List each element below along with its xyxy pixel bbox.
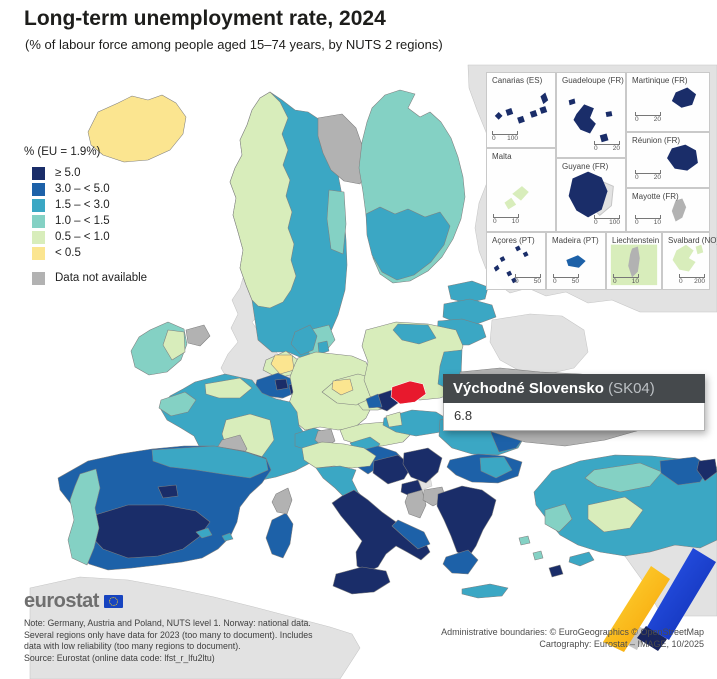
inset-acores[interactable]: Açores (PT) 0 50 <box>486 232 546 290</box>
legend-swatch-no-data <box>32 271 45 285</box>
map-regions-turkey[interactable] <box>533 454 717 567</box>
copyright: Administrative boundaries: © EuroGeograp… <box>441 627 704 650</box>
inset-reunion-map[interactable] <box>627 133 709 187</box>
inset-svalbard[interactable]: Svalbard (NO) 0 200 <box>662 232 717 290</box>
legend-swatch-class4 <box>32 230 45 244</box>
inset-malta[interactable]: Malta 0 10 <box>486 148 556 232</box>
region-tooltip: Východné Slovensko (SK04) 6.8 <box>443 374 705 431</box>
inset-liechtenstein[interactable]: Liechtenstein 0 10 <box>606 232 662 290</box>
inset-guadeloupe[interactable]: Guadeloupe (FR) 0 20 <box>556 72 626 158</box>
eu-flag-icon <box>103 595 123 608</box>
legend-item-class0: ≥ 5.0 <box>24 165 147 181</box>
inset-acores-map[interactable] <box>487 233 545 289</box>
inset-mayotte-map[interactable] <box>627 189 709 231</box>
map-legend: % (EU = 1.9%) ≥ 5.0 3.0 – < 5.0 1.5 – < … <box>24 146 147 286</box>
footnotes: Note: Germany, Austria and Poland, NUTS … <box>24 618 313 663</box>
copyright-cartography: Cartography: Eurostat – IMAGE, 10/2025 <box>539 638 704 649</box>
tooltip-value: 6.8 <box>443 403 705 431</box>
inset-guadeloupe-map[interactable] <box>557 73 625 157</box>
inset-madeira-map[interactable] <box>547 233 605 289</box>
legend-item-class3: 1.0 – < 1.5 <box>24 213 147 229</box>
legend-item-class1: 3.0 – < 5.0 <box>24 181 147 197</box>
inset-reunion[interactable]: Réunion (FR) 0 20 <box>626 132 710 188</box>
map-regions-baltics[interactable] <box>290 280 497 356</box>
legend-swatch-class1 <box>32 182 45 196</box>
legend-item-class4: 0.5 – < 1.0 <box>24 229 147 245</box>
map-regions-slovakia[interactable] <box>357 380 427 412</box>
legend-item-class2: 1.5 – < 3.0 <box>24 197 147 213</box>
image-ribbon-decoration <box>603 548 716 652</box>
legend-swatch-class0 <box>32 166 45 180</box>
inset-guyane[interactable]: Guyane (FR) 0 100 <box>556 158 626 232</box>
legend-swatch-class5 <box>32 246 45 260</box>
map-regions-nordics[interactable] <box>229 89 466 359</box>
region-vychodne-slovensko[interactable] <box>390 380 427 405</box>
inset-martinique-map[interactable] <box>627 73 709 131</box>
legend-item-class5: < 0.5 <box>24 245 147 261</box>
copyright-boundaries: Administrative boundaries: © EuroGeograp… <box>441 627 704 637</box>
legend-swatch-class2 <box>32 198 45 212</box>
map-regions-central[interactable] <box>158 321 464 483</box>
inset-guyane-map[interactable] <box>557 159 625 231</box>
inset-martinique[interactable]: Martinique (FR) 0 20 <box>626 72 710 132</box>
page-subtitle: (% of labour force among people aged 15–… <box>25 37 443 52</box>
inset-liechtenstein-map[interactable] <box>607 233 661 289</box>
eurostat-wordmark: eurostat <box>24 590 99 612</box>
eurostat-logo: eurostat <box>24 590 123 613</box>
map-regions-italy[interactable] <box>265 441 431 595</box>
inset-canarias-map[interactable] <box>487 73 555 147</box>
inset-canarias[interactable]: Canarias (ES) 0 100 <box>486 72 556 148</box>
map-regions-iberia[interactable] <box>57 445 272 571</box>
legend-swatch-class3 <box>32 214 45 228</box>
inset-malta-map[interactable] <box>487 149 555 231</box>
legend-title: % (EU = 1.9%) <box>24 146 101 158</box>
legend-item-no-data: Data not available <box>24 270 147 286</box>
tooltip-region-name: Východné Slovensko (SK04) <box>443 374 705 403</box>
inset-svalbard-map[interactable] <box>663 233 709 289</box>
inset-madeira[interactable]: Madeira (PT) 0 50 <box>546 232 606 290</box>
inset-mayotte[interactable]: Mayotte (FR) 0 10 <box>626 188 710 232</box>
page-title: Long-term unemployment rate, 2024 <box>24 7 386 30</box>
map-regions-west[interactable] <box>87 94 211 376</box>
tooltip-region-code: (SK04) <box>608 380 655 397</box>
